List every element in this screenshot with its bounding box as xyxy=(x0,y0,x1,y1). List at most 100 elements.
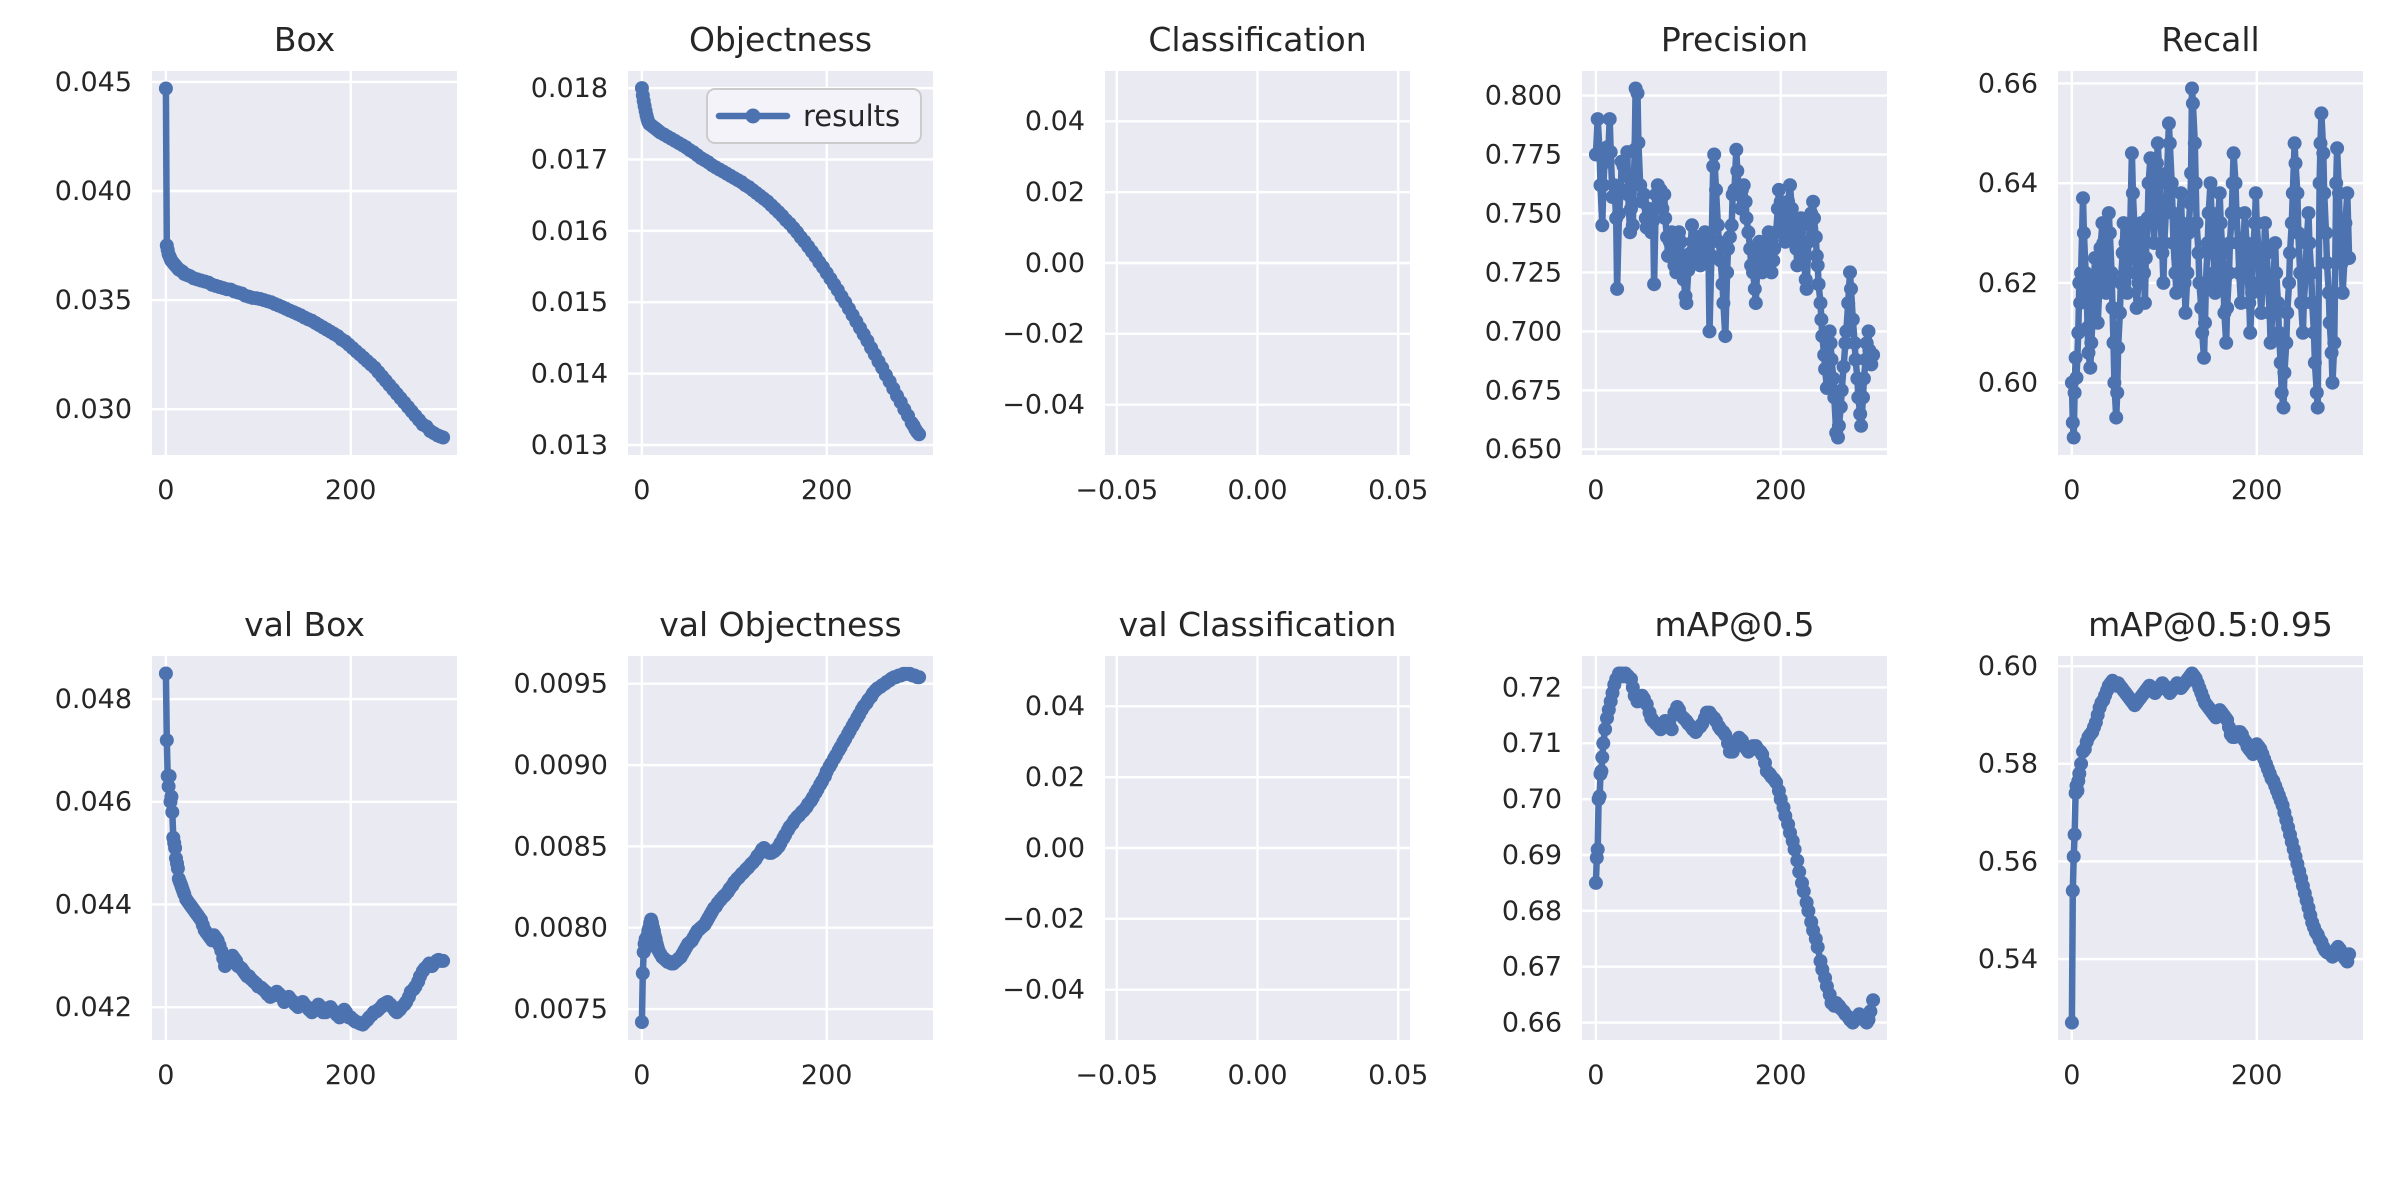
x-tick-label: 200 xyxy=(1755,1060,1807,1091)
data-point xyxy=(1592,789,1607,804)
data-point xyxy=(2220,300,2235,315)
data-point xyxy=(2287,136,2302,151)
data-point xyxy=(1612,206,1626,221)
data-point xyxy=(1747,281,1762,296)
y-tick-label: 0.66 xyxy=(1502,1008,1562,1039)
data-point xyxy=(1866,993,1881,1008)
y-tick-label: 0.58 xyxy=(1978,749,2038,780)
data-point xyxy=(2120,285,2135,300)
chart-title: mAP@0.5 xyxy=(1654,605,1814,644)
y-tick-label: 0.0075 xyxy=(514,994,608,1025)
data-point xyxy=(2207,266,2222,280)
data-point xyxy=(1709,182,1723,197)
data-point xyxy=(2191,246,2206,260)
data-point xyxy=(1831,418,1846,433)
x-tick-label: 0 xyxy=(633,475,650,506)
data-point xyxy=(1814,312,1829,327)
data-point xyxy=(1721,241,1735,256)
y-tick-label: 0.02 xyxy=(1025,762,1085,793)
data-point xyxy=(2342,251,2357,265)
data-point xyxy=(1783,178,1797,193)
chart-precision: 0.800 0.775 0.750 0.725 0.700 0.675 0.650 0 200 P… xyxy=(1485,20,1887,506)
data-point xyxy=(2340,186,2355,201)
data-point xyxy=(1801,903,1816,918)
y-tick-label: 0.030 xyxy=(55,394,132,425)
data-point xyxy=(1824,352,1839,367)
data-point xyxy=(2226,146,2241,161)
y-tick-label: 0.67 xyxy=(1502,952,1562,983)
chart-title: Box xyxy=(274,20,335,59)
data-point xyxy=(1822,324,1837,339)
data-point xyxy=(2322,315,2337,330)
data-point xyxy=(1697,225,1712,240)
chart-val-box: 0.048 0.046 0.044 0.042 0 200 val Box xyxy=(55,605,457,1091)
data-point xyxy=(2228,176,2243,191)
data-point xyxy=(1724,218,1739,233)
chart-title: Objectness xyxy=(689,20,872,59)
data-point xyxy=(2162,136,2177,151)
data-point xyxy=(2181,226,2196,241)
data-point xyxy=(1813,296,1828,311)
data-point xyxy=(1603,145,1618,160)
data-point xyxy=(2064,1015,2079,1030)
data-point xyxy=(1618,168,1633,183)
data-point xyxy=(1636,187,1651,202)
chart-map50: 0.72 0.71 0.70 0.69 0.68 0.67 0.66 0 200 mAP@0.5 xyxy=(1502,605,1887,1091)
data-point xyxy=(912,670,927,685)
y-tick-label: 0.016 xyxy=(531,216,608,247)
x-tick-label: 0.05 xyxy=(1368,475,1428,506)
data-point xyxy=(436,430,451,445)
chart-title: Classification xyxy=(1148,20,1366,59)
data-point xyxy=(2206,236,2221,251)
data-point xyxy=(1808,230,1823,245)
data-point xyxy=(1833,399,1848,414)
data-point xyxy=(159,733,174,748)
data-point xyxy=(1854,418,1869,433)
y-tick-label: 0.042 xyxy=(55,992,132,1023)
chart-title: Precision xyxy=(1661,20,1808,59)
data-point xyxy=(2183,196,2198,211)
x-tick-label: 0 xyxy=(157,475,174,506)
data-point xyxy=(1716,296,1731,311)
data-point xyxy=(2335,285,2350,300)
legend-box xyxy=(706,88,922,144)
data-point xyxy=(2198,315,2212,330)
y-tick-label: 0.775 xyxy=(1485,139,1562,170)
series-results xyxy=(158,666,451,1032)
data-point xyxy=(1685,218,1699,233)
y-tick-label: 0.046 xyxy=(55,787,132,818)
data-point xyxy=(2258,216,2272,231)
y-tick-label: −0.02 xyxy=(1002,904,1085,935)
data-point xyxy=(2288,156,2303,171)
data-point xyxy=(2079,285,2094,300)
data-point xyxy=(2198,275,2213,290)
data-point xyxy=(1722,230,1737,245)
data-point xyxy=(1706,159,1721,174)
data-point xyxy=(165,805,180,820)
x-tick-label: 200 xyxy=(2231,475,2283,506)
data-point xyxy=(2291,226,2306,241)
data-point xyxy=(1624,201,1638,216)
data-point xyxy=(164,789,179,804)
data-point xyxy=(1796,884,1811,899)
data-point xyxy=(2102,226,2117,241)
data-point xyxy=(1861,324,1876,339)
data-point xyxy=(1796,253,1811,268)
data-point xyxy=(2316,146,2331,161)
chart-title: val Box xyxy=(244,605,365,644)
data-point xyxy=(2185,96,2200,111)
x-tick-label: 0.05 xyxy=(1368,1060,1428,1091)
data-point xyxy=(2305,295,2320,310)
y-tick-label: 0.60 xyxy=(1978,651,2038,682)
data-point xyxy=(1596,736,1611,751)
data-point xyxy=(1841,296,1856,311)
data-point xyxy=(2259,246,2274,260)
chart-objectness: 0.018 0.017 0.016 0.015 0.014 0.013 0 200 Object… xyxy=(531,20,933,506)
chart-recall: 0.66 0.64 0.62 0.60 0 200 Recall xyxy=(1978,20,2363,506)
data-point xyxy=(2188,176,2203,191)
data-point xyxy=(1844,281,1858,296)
data-point xyxy=(1710,218,1725,233)
y-tick-label: 0.0090 xyxy=(514,750,608,781)
data-point xyxy=(2086,300,2101,315)
